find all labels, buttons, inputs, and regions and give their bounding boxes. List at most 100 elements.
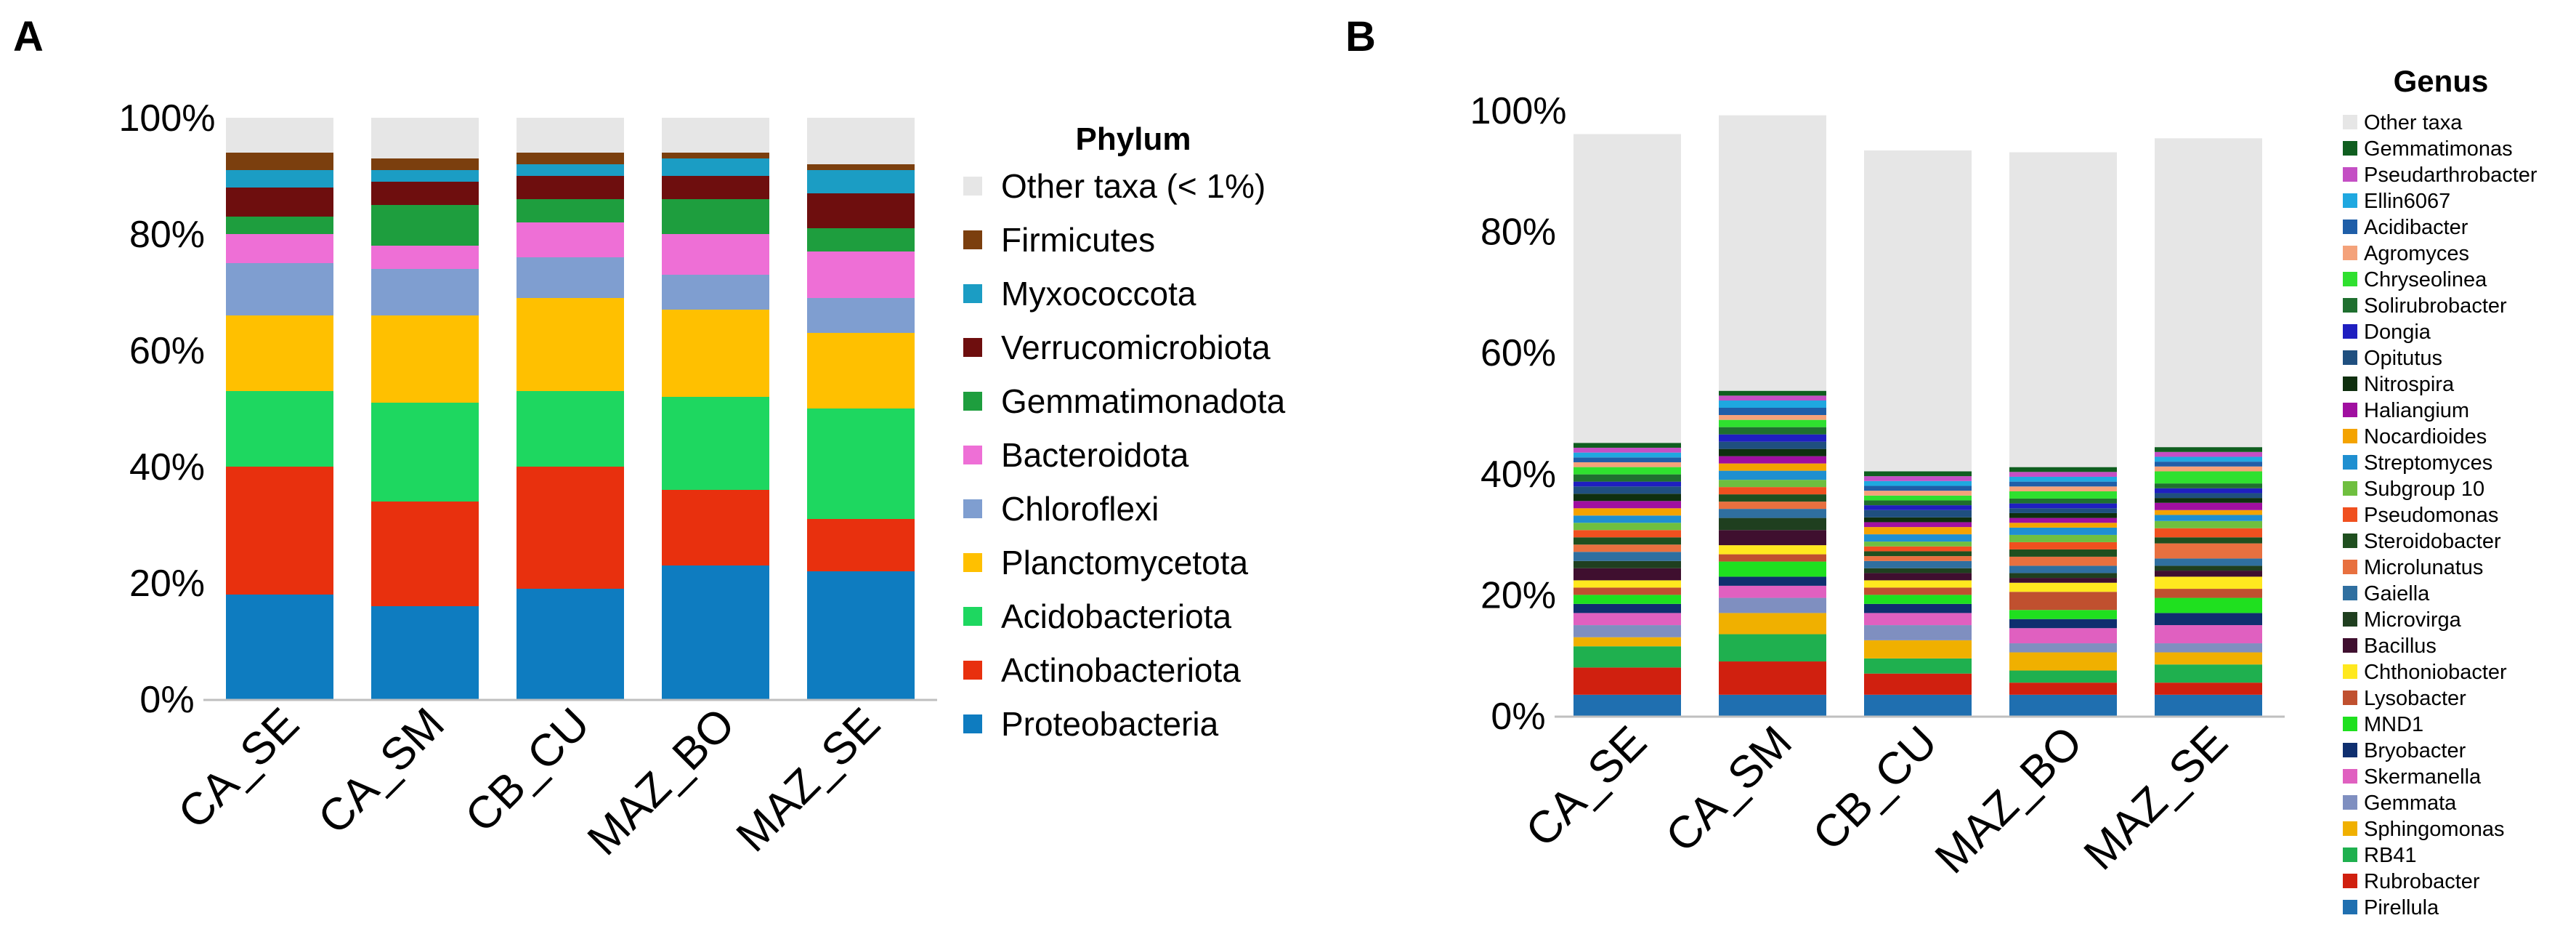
panel-b-bar-cb-cu-mnd1 xyxy=(1864,595,1972,604)
panel-b-legend-label: Pseudarthrobacter xyxy=(2364,164,2537,187)
panel-b-bar-maz-bo-ellin6067 xyxy=(2009,476,2117,482)
panel-b-bar-maz-bo-opitutus xyxy=(2009,508,2117,513)
panel-a-bar-cb-cu-chloroflexi xyxy=(517,257,624,298)
panel-b-bar-ca-sm-steroidobacter xyxy=(1719,494,1826,502)
panel-b-legend-swatch xyxy=(2343,534,2357,548)
panel-b-bar-ca-se-pirellula xyxy=(1573,694,1681,716)
panel-b-bar-ca-sm-gemmatimonas xyxy=(1719,390,1826,396)
panel-b-bar-maz-se-pirellula xyxy=(2155,694,2262,716)
panel-b-legend-label: Agromyces xyxy=(2364,242,2469,265)
panel-a-legend-label: Gemmatimonadota xyxy=(1001,382,1286,420)
panel-b-legend-label: Gemmata xyxy=(2364,792,2457,815)
panel-a-bar-cb-cu-gemmatimonadota xyxy=(517,199,624,222)
panel-a-bar-ca-se-bacteroidota xyxy=(226,234,333,263)
panel-b-bar-maz-bo-pirellula xyxy=(2009,694,2117,716)
panel-a-bar-maz-se-chloroflexi xyxy=(807,298,915,333)
panel-b-legend-label: Lysobacter xyxy=(2364,687,2466,710)
panel-b-bar-ca-sm-rb41 xyxy=(1719,634,1826,662)
panel-b-bar-ca-sm-pseudarthrobacter xyxy=(1719,395,1826,401)
panel-b-legend-label: Microlunatus xyxy=(2364,556,2483,579)
panel-a-bar-ca-sm-acidobacteriota xyxy=(371,403,479,502)
panel-b-bar-ca-sm-acidibacter xyxy=(1719,408,1826,415)
panel-b-bar-maz-se-agromyces xyxy=(2155,466,2262,472)
panel-b-bar-cb-cu-rb41 xyxy=(1864,658,1972,674)
panel-b-bar-maz-se-sphingomonas xyxy=(2155,652,2262,665)
panel-b-bar-maz-se-microvirga xyxy=(2155,565,2262,571)
panel-a-bar-ca-sm-bacteroidota xyxy=(371,246,479,269)
panel-b-bar-ca-sm-agromyces xyxy=(1719,414,1826,420)
panel-b-legend-swatch xyxy=(2343,560,2357,574)
panel-b-bar-cb-cu-agromyces xyxy=(1864,491,1972,496)
panel-b-bar-ca-se-dongia xyxy=(1573,481,1681,487)
panel-b-bar-ca-se-opitutus xyxy=(1573,486,1681,494)
panel-b-bar-cb-cu-gaiella xyxy=(1864,560,1972,568)
panel-a-bar-maz-se-proteobacteria xyxy=(807,571,915,699)
panel-b-bar-maz-se-microlunatus xyxy=(2155,543,2262,559)
panel-b-legend-swatch xyxy=(2343,141,2357,156)
panel-a-bar-cb-cu-myxococcota xyxy=(517,164,624,176)
panel-b-bar-ca-sm-microvirga xyxy=(1719,518,1826,531)
panel-b-legend-label: Chryseolinea xyxy=(2364,268,2487,291)
panel-a-legend-swatch xyxy=(963,230,982,249)
panel-b-legend-label: Other taxa xyxy=(2364,111,2463,134)
panel-b-legend: Genus Other taxa Gemmatimonas Pseudarthrob… xyxy=(2343,64,2537,919)
panel-b-bar-maz-se-ellin6067 xyxy=(2155,456,2262,462)
panel-b-bar-cb-cu-streptomyces xyxy=(1864,534,1972,542)
panel-a-bar-maz-bo-myxococcota xyxy=(662,158,769,176)
panel-b-bar-maz-se-pseudarthrobacter xyxy=(2155,451,2262,457)
panel-b-bar-ca-se-mnd1 xyxy=(1573,595,1681,604)
panel-b-bar-cb-cu-nocardioides xyxy=(1864,527,1972,535)
panel-a-bar-maz-bo-chloroflexi xyxy=(662,275,769,310)
panel-a-bar-maz-se-myxococcota xyxy=(807,170,915,193)
panel-b-bar-ca-sm-pirellula xyxy=(1719,694,1826,716)
panel-b-bar-maz-bo-pseudarthrobacter xyxy=(2009,472,2117,477)
panel-b-bar-maz-se-haliangium xyxy=(2155,502,2262,510)
panel-b-bar-ca-se-microvirga xyxy=(1573,560,1681,568)
panel-a-bar-ca-se-firmicutes xyxy=(226,153,333,170)
panel-b-bar-ca-se-chryseolinea xyxy=(1573,467,1681,475)
panel-a-bar-maz-se-verrucomicrobiota xyxy=(807,193,915,228)
panel-b-bar-ca-sm-streptomyces xyxy=(1719,470,1826,480)
panel-b-bar-cb-cu-pseudarthrobacter xyxy=(1864,476,1972,481)
panel-a-bar-cb-cu-planctomycetota xyxy=(517,298,624,391)
panel-a-bar-ca-sm-other-taxa-1 xyxy=(371,118,479,158)
panel-b-bar-maz-bo-rubrobacter xyxy=(2009,683,2117,695)
panel-b-bar-cb-cu-skermanella xyxy=(1864,613,1972,626)
panel-a-legend-label: Myxococcota xyxy=(1001,275,1196,313)
panel-b-legend-label: Skermanella xyxy=(2364,765,2482,789)
panel-b-legend-label: Haliangium xyxy=(2364,399,2469,422)
panel-b-bar-maz-se-dongia xyxy=(2155,488,2262,494)
panel-a-bar-maz-bo-gemmatimonadota xyxy=(662,199,769,234)
panel-b-bar-maz-se-streptomyces xyxy=(2155,515,2262,521)
panel-b-bar-ca-se-solirubrobacter xyxy=(1573,474,1681,482)
panel-b-legend-label: Rubrobacter xyxy=(2364,870,2480,893)
panel-a-bar-ca-se-other-taxa-1 xyxy=(226,118,333,153)
panel-a-bar-ca-se-acidobacteriota xyxy=(226,391,333,467)
panel-a-legend-swatch xyxy=(963,338,982,357)
panel-a-bar-ca-sm-firmicutes xyxy=(371,158,479,170)
panel-b-bar-cb-cu-gemmatimonas xyxy=(1864,471,1972,477)
panel-b-bar-maz-se-mnd1 xyxy=(2155,597,2262,613)
panel-b-bar-maz-se-rubrobacter xyxy=(2155,683,2262,695)
panel-b-bar-maz-bo-sphingomonas xyxy=(2009,652,2117,671)
panel-b-bar-maz-se-gaiella xyxy=(2155,558,2262,566)
panel-a-bar-ca-se-planctomycetota xyxy=(226,315,333,391)
panel-b-legend-swatch xyxy=(2343,717,2357,731)
panel-b-bar-ca-se-subgroup-10 xyxy=(1573,523,1681,531)
panel-b-legend-swatch xyxy=(2343,246,2357,260)
panel-b-bars xyxy=(1573,115,2262,716)
panel-b-bar-maz-bo-bryobacter xyxy=(2009,619,2117,629)
panel-b-bar-ca-sm-sphingomonas xyxy=(1719,613,1826,635)
panel-a-legend: Phylum Other taxa (< 1%) Firmicutes Myxoco… xyxy=(963,121,1286,743)
panel-b-legend-label: Subgroup 10 xyxy=(2364,478,2484,501)
panel-b-legend-label: MND1 xyxy=(2364,713,2423,736)
panel-b-y-tick-label: 100% xyxy=(1470,90,1567,132)
panel-b-bar-ca-se-bacillus xyxy=(1573,568,1681,581)
panel-b-bar-maz-bo-solirubrobacter xyxy=(2009,498,2117,504)
panel-a-bar-ca-se-gemmatimonadota xyxy=(226,217,333,234)
panel-a-legend-swatch xyxy=(963,499,982,518)
panel-b-bar-maz-bo-lysobacter xyxy=(2009,592,2117,611)
panel-b-bar-maz-bo-pseudomonas xyxy=(2009,541,2117,549)
panel-a-legend-swatch xyxy=(963,392,982,411)
panel-b-bar-ca-se-ellin6067 xyxy=(1573,452,1681,458)
